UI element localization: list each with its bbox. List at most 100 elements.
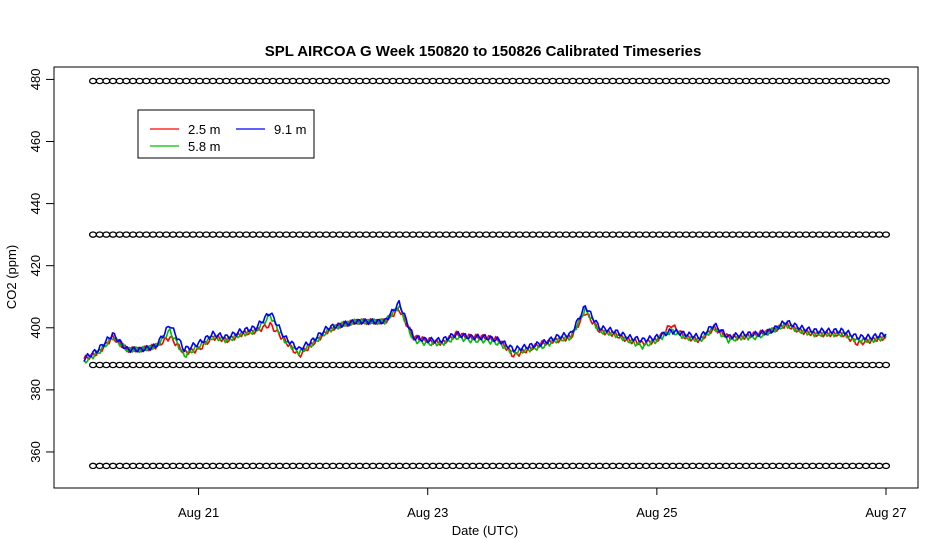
circle-marker — [95, 462, 104, 470]
circle-marker — [861, 77, 871, 85]
circle-marker — [702, 77, 711, 85]
circle-marker — [582, 361, 591, 369]
circle-marker — [542, 231, 551, 238]
circle-marker — [455, 462, 464, 470]
circle-marker — [648, 231, 657, 238]
circle-marker — [755, 77, 764, 85]
circle-marker — [222, 77, 231, 85]
circle-marker — [208, 361, 217, 369]
circle-marker — [588, 77, 597, 85]
circle-marker — [648, 462, 657, 470]
y-axis-label: CO2 (ppm) — [4, 245, 19, 309]
circle-marker — [602, 462, 611, 470]
circle-marker — [402, 77, 411, 85]
circle-marker — [468, 77, 477, 85]
circle-marker — [595, 231, 604, 238]
circle-marker — [108, 462, 118, 470]
circle-marker — [95, 361, 104, 369]
circle-marker — [502, 231, 511, 238]
circle-marker — [875, 462, 884, 470]
circle-marker — [535, 77, 544, 85]
circle-marker — [188, 231, 198, 238]
circle-marker — [875, 231, 884, 238]
circle-marker — [435, 77, 444, 85]
circle-marker — [282, 462, 291, 470]
circle-marker — [748, 462, 757, 470]
circle-marker — [588, 231, 597, 238]
circle-marker — [535, 231, 544, 238]
series-line-9-1-m — [83, 299, 887, 362]
circle-marker — [142, 231, 151, 238]
circle-marker — [648, 77, 657, 85]
circle-marker — [128, 231, 138, 238]
circle-marker — [262, 231, 271, 238]
circle-marker — [788, 462, 797, 470]
circle-marker — [442, 361, 451, 369]
circle-marker — [728, 361, 737, 369]
circle-marker — [462, 462, 471, 470]
circle-marker — [395, 231, 404, 238]
circle-marker — [755, 231, 764, 238]
circle-marker — [735, 462, 744, 470]
circle-marker — [142, 361, 151, 369]
circle-marker — [135, 231, 144, 238]
circle-marker — [275, 462, 284, 470]
circle-marker — [235, 231, 244, 238]
circle-marker — [302, 231, 311, 238]
circle-marker — [502, 77, 511, 85]
circle-marker — [795, 361, 804, 369]
circle-marker — [788, 361, 797, 369]
circle-marker — [668, 77, 677, 85]
circle-marker — [108, 361, 118, 369]
circle-marker — [322, 77, 331, 85]
circle-marker — [228, 77, 237, 85]
circle-marker — [342, 77, 351, 85]
circle-marker — [688, 462, 697, 470]
circle-marker — [148, 361, 158, 369]
circle-marker — [848, 361, 857, 369]
x-tick-label: Aug 21 — [178, 505, 219, 520]
circle-marker — [308, 77, 317, 85]
circle-marker — [102, 77, 111, 85]
circle-marker — [402, 462, 411, 470]
circle-marker — [368, 77, 377, 85]
circle-marker — [148, 231, 158, 238]
circle-marker — [635, 231, 644, 238]
circle-marker — [162, 77, 171, 85]
circle-marker — [642, 361, 651, 369]
circle-marker — [188, 462, 198, 470]
circle-marker — [708, 77, 717, 85]
circle-marker — [355, 462, 364, 470]
circle-marker — [428, 462, 437, 470]
circle-marker — [815, 462, 824, 470]
circle-marker — [488, 361, 497, 369]
circle-marker — [801, 77, 811, 85]
circle-marker — [715, 77, 724, 85]
circle-marker — [435, 231, 444, 238]
circle-marker — [615, 77, 624, 85]
circle-marker — [215, 77, 224, 85]
circle-marker — [255, 231, 264, 238]
circle-marker — [262, 361, 271, 369]
circle-marker — [495, 231, 504, 238]
circle-marker — [495, 462, 504, 470]
circle-marker — [168, 462, 178, 470]
circle-marker — [182, 77, 191, 85]
circle-marker — [95, 231, 104, 238]
circle-marker — [288, 462, 297, 470]
circle-marker — [308, 231, 317, 238]
x-tick-label: Aug 27 — [865, 505, 906, 520]
circle-marker — [122, 77, 131, 85]
circle-marker — [542, 361, 551, 369]
circle-marker — [555, 77, 564, 85]
circle-marker — [175, 231, 184, 238]
circle-marker — [562, 462, 571, 470]
circle-marker — [828, 231, 837, 238]
circle-marker — [835, 231, 844, 238]
circle-marker — [128, 462, 138, 470]
circle-marker — [335, 462, 344, 470]
circle-marker — [168, 231, 178, 238]
circle-marker — [582, 77, 591, 85]
circle-marker — [688, 77, 697, 85]
circle-marker — [122, 231, 131, 238]
